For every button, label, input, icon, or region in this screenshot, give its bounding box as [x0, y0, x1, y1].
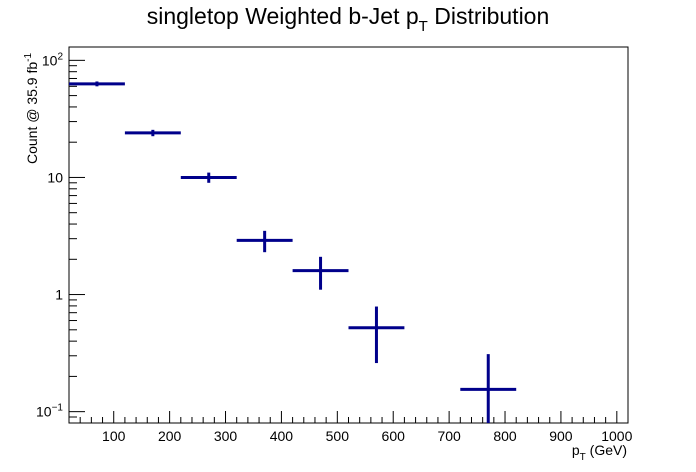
x-tick-label: 500: [326, 428, 350, 444]
x-tick-label: 900: [549, 428, 573, 444]
y-axis: 102 10 1 10−1: [36, 51, 85, 424]
y-axis-label: Count @ 35.9 fb-1: [23, 52, 40, 164]
x-tick-label: 300: [214, 428, 238, 444]
data-point: [180, 172, 237, 183]
data-points: [69, 81, 517, 423]
data-point: [236, 230, 293, 253]
x-tick-label: 400: [270, 428, 294, 444]
x-tick-label: 700: [437, 428, 461, 444]
data-point: [292, 256, 349, 290]
data-point: [348, 306, 405, 364]
x-tick-label: 600: [382, 428, 406, 444]
chart-title-subscript: T: [419, 18, 428, 35]
y-tick-label: 1: [55, 287, 63, 303]
y-tick-label: 102: [42, 51, 64, 68]
x-tick-label: 100: [102, 428, 126, 444]
y-tick-label: 10: [47, 169, 63, 185]
x-tick-label: 200: [158, 428, 182, 444]
x-tick-label: 1000: [601, 428, 632, 444]
data-point: [460, 354, 517, 423]
plot-frame: [68, 46, 629, 424]
x-axis: 100 200 300 400 500 600 700 800 900 1000: [68, 411, 633, 444]
data-point: [69, 81, 125, 87]
data-point: [124, 129, 181, 137]
chart-title: singletop Weighted b-Jet pT Distribution: [147, 3, 550, 35]
x-axis-label: pT (GeV): [572, 442, 627, 463]
y-tick-label: 10−1: [36, 403, 63, 420]
x-tick-label: 800: [493, 428, 517, 444]
